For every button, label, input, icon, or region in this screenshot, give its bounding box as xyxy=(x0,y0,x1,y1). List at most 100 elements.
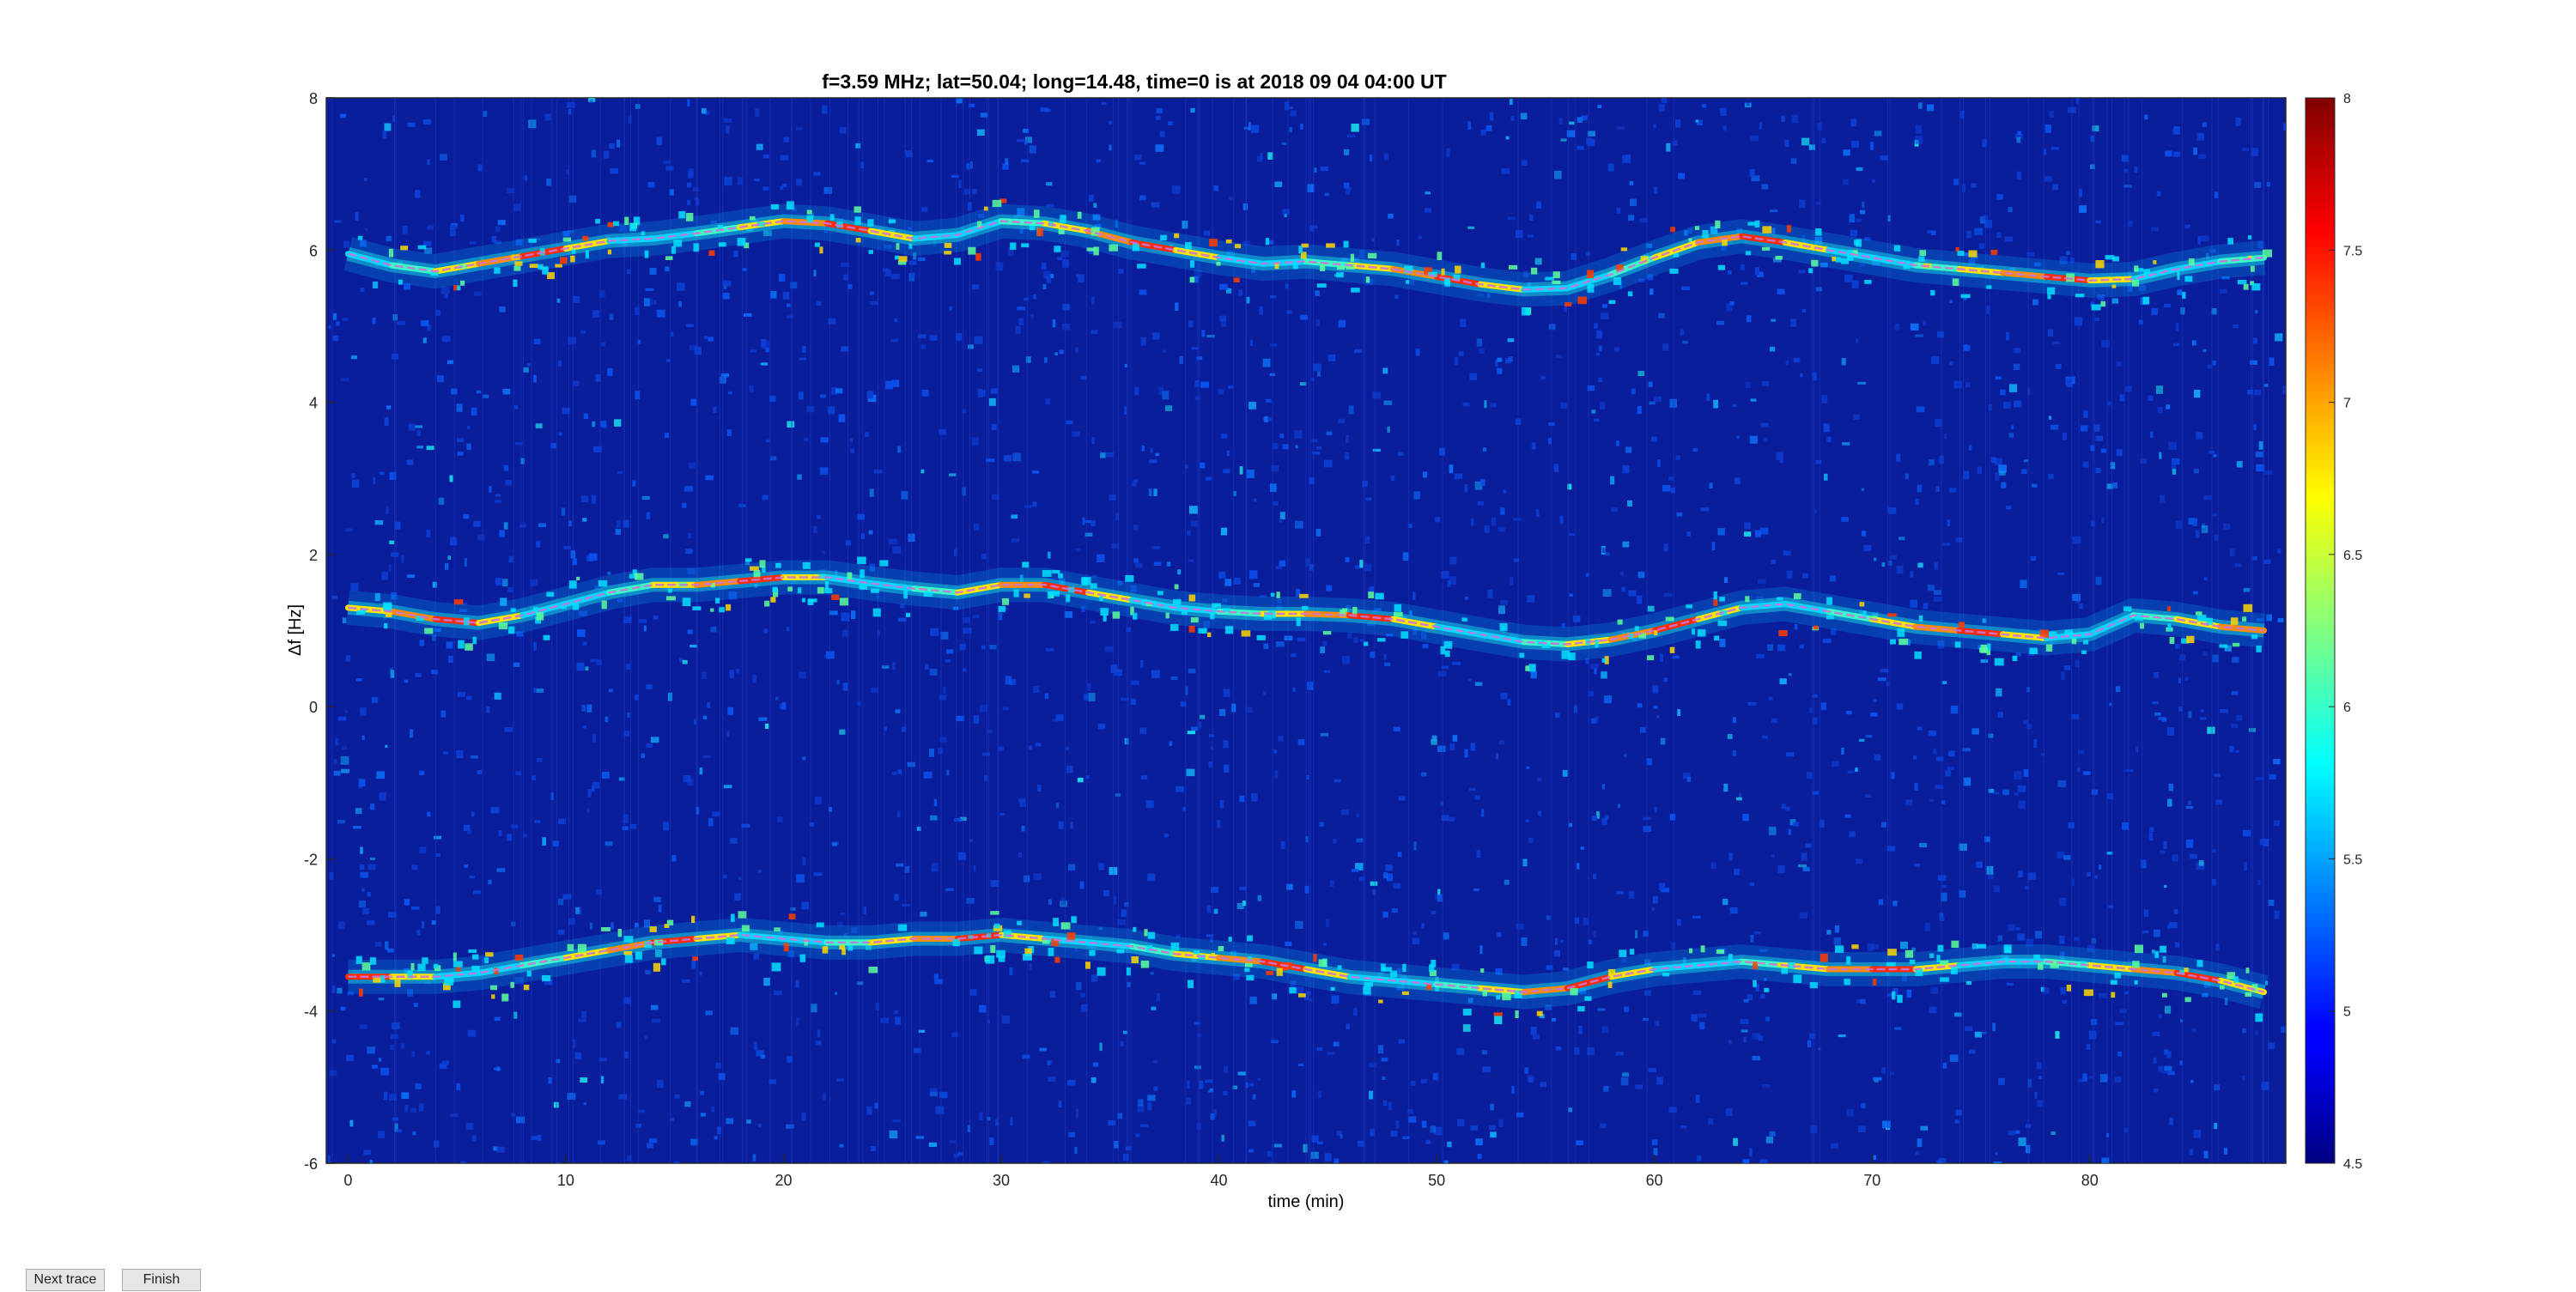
noise-speckle xyxy=(2158,1065,2164,1072)
noise-speckle xyxy=(1910,599,1917,609)
noise-speckle xyxy=(2198,860,2204,866)
noise-speckle xyxy=(382,130,387,140)
noise-speckle xyxy=(1309,226,1314,232)
noise-speckle xyxy=(1857,381,1867,385)
noise-speckle xyxy=(2253,423,2257,431)
trace-speckle xyxy=(753,570,761,578)
noise-speckle xyxy=(1382,911,1388,918)
noise-speckle xyxy=(1151,670,1160,678)
noise-speckle xyxy=(813,172,821,176)
noise-speckle xyxy=(1220,318,1226,327)
noise-speckle xyxy=(557,930,565,935)
noise-speckle xyxy=(824,654,828,658)
trace-speckle xyxy=(1147,931,1156,939)
trace-speckle xyxy=(1054,956,1060,963)
noise-speckle xyxy=(2116,449,2123,456)
noise-speckle xyxy=(1732,750,1736,756)
noise-speckle xyxy=(832,842,837,846)
noise-speckle xyxy=(2177,289,2183,295)
noise-speckle xyxy=(594,586,599,590)
noise-speckle xyxy=(1933,748,1937,755)
noise-speckle xyxy=(775,696,779,701)
noise-speckle xyxy=(1011,514,1018,519)
noise-speckle xyxy=(2050,147,2059,150)
noise-speckle xyxy=(1588,691,1595,696)
noise-speckle xyxy=(1475,1138,1483,1146)
noise-speckle xyxy=(1759,949,1768,952)
noise-speckle xyxy=(1052,319,1056,328)
trace-speckle xyxy=(897,924,908,931)
trace-speckle xyxy=(623,951,633,955)
trace-speckle xyxy=(854,216,861,226)
noise-speckle xyxy=(940,631,949,640)
next-trace-button[interactable]: Next trace xyxy=(26,1269,105,1291)
noise-speckle xyxy=(2090,164,2095,169)
noise-speckle xyxy=(1500,600,1508,605)
noise-speckle xyxy=(2255,452,2264,458)
noise-speckle xyxy=(1495,968,1503,975)
noise-speckle xyxy=(372,1065,378,1069)
noise-speckle xyxy=(2017,933,2026,941)
noise-speckle xyxy=(1768,696,1774,701)
trace-speckle xyxy=(825,580,829,590)
noise-speckle xyxy=(1155,144,1164,152)
noise-speckle xyxy=(592,310,599,318)
noise-speckle xyxy=(1601,817,1607,826)
noise-speckle xyxy=(984,775,988,781)
noise-speckle xyxy=(444,294,448,299)
noise-speckle xyxy=(1449,743,1455,750)
noise-speckle xyxy=(656,136,662,146)
noise-speckle xyxy=(2040,753,2045,756)
trace-speckle xyxy=(1564,302,1572,306)
noise-speckle xyxy=(868,530,873,535)
noise-speckle xyxy=(536,758,543,762)
noise-speckle xyxy=(2153,1057,2157,1064)
noise-speckle xyxy=(869,563,875,572)
noise-speckle xyxy=(1933,597,1941,602)
noise-speckle xyxy=(385,744,388,749)
trace-speckle xyxy=(560,257,568,264)
x-tick-label: 30 xyxy=(993,1172,1010,1189)
noise-speckle xyxy=(2188,800,2192,805)
noise-speckle xyxy=(1367,622,1376,626)
noise-speckle xyxy=(1849,214,1856,223)
trace-speckle xyxy=(2134,265,2139,272)
noise-speckle xyxy=(754,178,760,182)
noise-speckle xyxy=(1596,811,1600,819)
noise-speckle xyxy=(460,1161,466,1163)
trace-speckle xyxy=(355,955,362,964)
noise-speckle xyxy=(1762,1084,1771,1088)
noise-speckle xyxy=(1610,476,1615,485)
noise-speckle xyxy=(939,1091,948,1099)
noise-speckle xyxy=(331,954,335,957)
trace-speckle xyxy=(1937,944,1944,952)
noise-speckle xyxy=(1336,1131,1342,1136)
trace-speckle xyxy=(944,251,952,255)
noise-speckle xyxy=(829,610,838,616)
trace-speckle xyxy=(1112,611,1121,619)
y-tick-label: 8 xyxy=(309,90,318,107)
noise-speckle xyxy=(658,904,662,913)
noise-speckle xyxy=(2201,525,2208,533)
noise-speckle xyxy=(678,300,682,307)
finish-button[interactable]: Finish xyxy=(122,1269,201,1291)
noise-speckle xyxy=(2168,441,2177,450)
noise-speckle xyxy=(2017,130,2021,136)
noise-speckle xyxy=(467,829,472,834)
noise-speckle xyxy=(1528,838,1534,843)
noise-speckle xyxy=(1615,1052,1624,1056)
trace-speckle xyxy=(1054,246,1061,252)
trace-speckle xyxy=(1745,251,1752,256)
noise-speckle xyxy=(1963,470,1970,480)
trace-speckle xyxy=(772,586,778,593)
trace-speckle xyxy=(1955,247,1959,252)
noise-speckle xyxy=(1421,1120,1427,1128)
noise-speckle xyxy=(2061,671,2065,680)
noise-speckle xyxy=(434,1140,440,1148)
noise-speckle xyxy=(1383,872,1388,879)
trace-speckle xyxy=(2049,631,2057,635)
noise-speckle xyxy=(1746,102,1750,106)
noise-speckle xyxy=(1558,118,1563,124)
noise-speckle xyxy=(1102,102,1107,106)
trace-speckle xyxy=(908,243,913,249)
